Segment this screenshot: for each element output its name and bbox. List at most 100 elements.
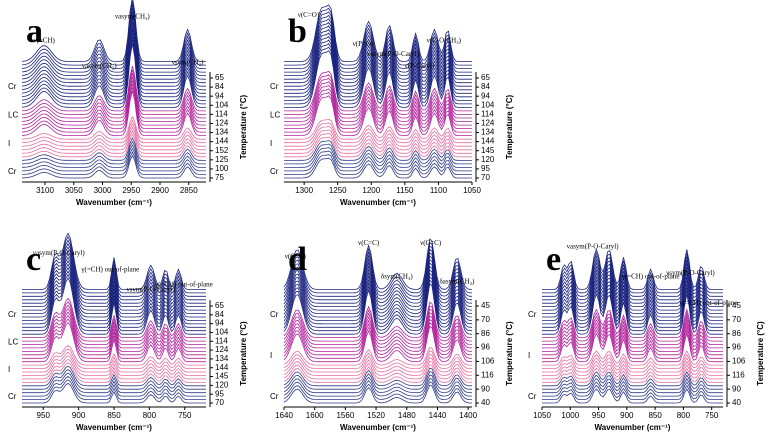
- spectrum: [21, 1, 206, 66]
- spectrum: [283, 262, 473, 314]
- temp-label: 134: [215, 354, 229, 363]
- temp-label: 104: [215, 328, 229, 337]
- spectrum: [284, 7, 472, 66]
- spectrum: [21, 73, 206, 119]
- spectrum: [542, 353, 723, 369]
- panel: 950 900 850 800 750 Wavenumber (cm⁻¹) 65849410…: [8, 232, 248, 432]
- spectrum: [283, 245, 473, 297]
- spectrum: [542, 275, 723, 318]
- spectrum: [542, 374, 723, 390]
- spectrum: [284, 136, 472, 158]
- x-tick-label: 1100: [430, 186, 448, 195]
- spectrum: [22, 362, 206, 383]
- panel: 1640 1600 1560 1520 1480 1440 1400 Wavenumber (…: [270, 238, 514, 432]
- peak-annotation: ν(C-O-CH₃): [427, 37, 462, 45]
- peak-annotation: ν(=CH): [33, 37, 55, 45]
- temp-label: 70: [732, 315, 741, 324]
- spectrum: [21, 0, 206, 62]
- spectrum: [22, 355, 206, 376]
- spectrum: [21, 76, 206, 122]
- peak-annotation: νasym(CH₃): [115, 13, 150, 21]
- spectrum: [21, 140, 206, 165]
- spectrum: [283, 301, 473, 339]
- temp-label: 125: [215, 155, 229, 164]
- spectrum: [542, 384, 723, 400]
- spectrum: [283, 315, 473, 352]
- spectrum: [284, 129, 472, 151]
- spectrum: [542, 292, 723, 335]
- spectrum: [22, 273, 206, 332]
- panel-letter: b: [288, 13, 307, 50]
- spectrum: [542, 308, 723, 338]
- peak-annotation: νasym(CH₂): [82, 62, 117, 70]
- temp-label: 86: [732, 329, 741, 338]
- spectrum: [542, 311, 723, 342]
- spectrum: [284, 28, 472, 87]
- spectrum: [22, 270, 206, 328]
- phase-label: LC: [270, 110, 280, 119]
- spectrum: [283, 269, 473, 321]
- x-tick-label: 1200: [362, 186, 380, 195]
- spectrum: [21, 87, 206, 133]
- spectrum: [283, 318, 473, 356]
- spectrum: [283, 258, 473, 311]
- spectrum: [22, 304, 206, 345]
- phase-label: I: [270, 139, 272, 148]
- spectrum: [542, 332, 723, 363]
- x-axis-label: Wavenumber (cm⁻¹): [340, 198, 416, 207]
- spectrum: [284, 157, 472, 179]
- spectrum: [22, 351, 206, 373]
- x-tick-label: 900: [72, 411, 86, 420]
- spectrum: [542, 265, 723, 307]
- peak-annotation: γ(=CH) out-of-plane: [621, 272, 680, 280]
- phase-label: I: [8, 365, 10, 374]
- spectrum: [283, 374, 473, 394]
- peak-annotation: ν(C=C): [285, 252, 307, 260]
- temp-label: 114: [215, 109, 228, 118]
- spectrum: [284, 154, 472, 175]
- spectrum: [283, 364, 472, 383]
- temp-label: 144: [215, 363, 229, 372]
- spectrum: [22, 266, 206, 325]
- spectrum: [283, 360, 472, 380]
- spectrum: [21, 115, 206, 140]
- x-tick-label: 850: [648, 411, 662, 420]
- temp-label: 124: [481, 119, 495, 128]
- temp-label: 40: [732, 398, 741, 407]
- panel-letter: d: [288, 241, 307, 278]
- temp-label: 145: [215, 372, 229, 381]
- x-tick-label: 1640: [275, 411, 293, 420]
- spectrum: [542, 318, 723, 349]
- spectrum: [21, 122, 206, 147]
- x-tick-label: 1050: [533, 411, 551, 420]
- spectrum: [284, 88, 472, 130]
- temp-label: 70: [215, 398, 224, 407]
- spectrum: [284, 118, 472, 140]
- peak-annotation: ν(C=O): [298, 11, 320, 19]
- spectrum: [22, 372, 206, 394]
- temp-label: 114: [215, 336, 228, 345]
- x-tick-label: 1250: [329, 186, 347, 195]
- spectrum: [542, 360, 723, 376]
- spectrum: [542, 254, 723, 297]
- x-tick-label: 1600: [306, 411, 324, 420]
- temp-label: 86: [481, 329, 490, 338]
- spectrum: [22, 256, 206, 314]
- temp-axis-label: Temperature (°C): [505, 94, 514, 159]
- spectrum: [22, 379, 206, 400]
- spectrum: [283, 265, 473, 318]
- x-tick-label: 750: [178, 411, 192, 420]
- x-tick-label: 800: [143, 411, 157, 420]
- peak-annotation: νasym(P-O-Caryl): [33, 249, 85, 257]
- temp-label: 40: [481, 398, 490, 407]
- spectrum: [22, 382, 206, 404]
- spectrum: [283, 381, 473, 400]
- temp-label: 95: [481, 164, 490, 173]
- x-tick-label: 950: [592, 411, 606, 420]
- x-tick-label: 2950: [122, 186, 140, 195]
- spectrum: [283, 325, 473, 363]
- spectrum: [284, 21, 472, 80]
- spectrum: [21, 4, 206, 69]
- spectrum: [21, 8, 206, 73]
